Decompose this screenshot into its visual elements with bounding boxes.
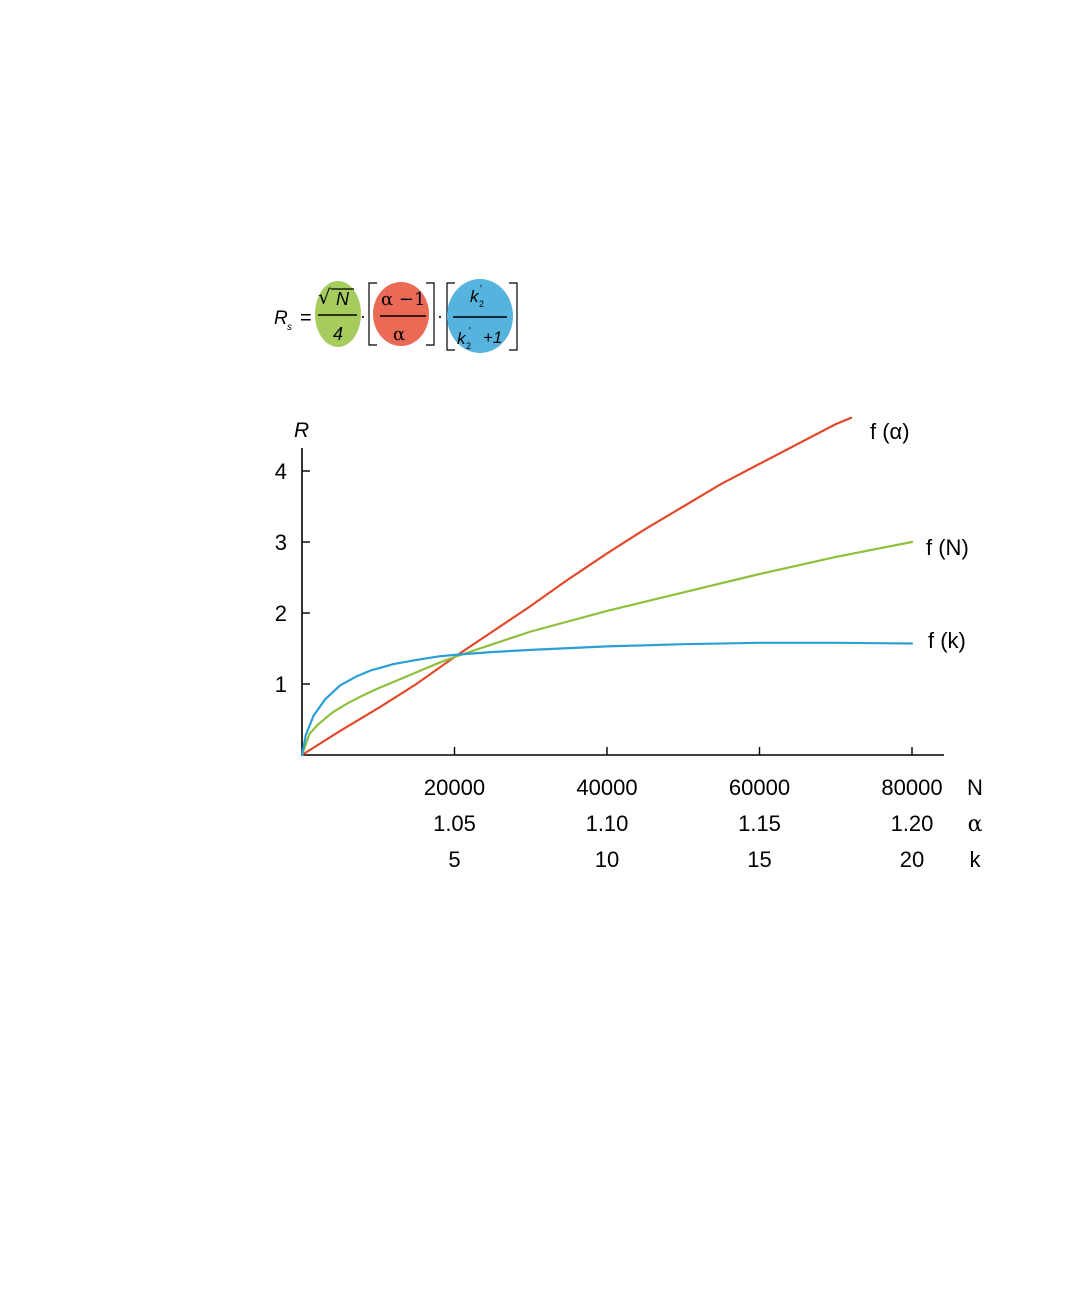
formula-equals: = — [300, 307, 312, 329]
term-k-denominator-base: k — [457, 329, 467, 348]
term-k-denominator-prime: ' — [469, 326, 471, 337]
bracket-right-k — [509, 282, 518, 351]
resolution-formula: R s = √ N 4 · α −1 α · k 2 ' k 2 ' +1 — [274, 279, 518, 353]
term-k-numerator-prime: ' — [480, 284, 482, 295]
term-alpha-denominator: α — [393, 324, 405, 345]
formula-lhs-subscript: s — [287, 322, 292, 333]
term-k-numerator-base: k — [470, 287, 480, 306]
series-line-1 — [300, 540, 914, 757]
bracket-left-k — [446, 282, 455, 351]
chart: R 1 2 3 4 20000 40000 60000 80000 N 1.05 1.10 1.15… — [275, 416, 983, 872]
x-tick-label-alpha: 1.05 — [433, 811, 476, 836]
series-line-2 — [300, 641, 914, 757]
y-tick-label: 1 — [275, 672, 287, 697]
x-tick-label-n: 60000 — [729, 775, 790, 800]
formula-dot-1: · — [360, 306, 366, 326]
x-tick-label-k: 5 — [448, 847, 460, 872]
x-tick-label-n: 40000 — [576, 775, 637, 800]
term-alpha-numerator: α −1 — [381, 289, 425, 310]
series-label-0: f (α) — [870, 419, 910, 444]
y-tick-label: 3 — [275, 530, 287, 555]
x-tick-label-alpha: 1.15 — [738, 811, 781, 836]
formula-dot-2: · — [437, 306, 443, 326]
term-alpha-bubble — [373, 282, 429, 346]
x-tick-label-k: 15 — [747, 847, 771, 872]
term-k-bubble — [447, 279, 513, 353]
series-line-0 — [300, 416, 853, 757]
term-k-denominator-rest: +1 — [483, 328, 502, 347]
term-n-numerator: N — [336, 289, 350, 309]
series-layer: f (α) f (N) f (k) — [300, 416, 969, 757]
y-tick-label: 4 — [275, 459, 287, 484]
x-ticks: 20000 40000 60000 80000 N 1.05 1.10 1.15 1.20 α 5 1… — [424, 747, 983, 872]
y-ticks: 1 2 3 4 — [275, 459, 310, 697]
x-tick-label-n: 20000 — [424, 775, 485, 800]
bracket-right-alpha — [426, 282, 435, 346]
x-tick-label-k: 10 — [595, 847, 619, 872]
x-axis-name-alpha: α — [968, 812, 983, 837]
x-tick-label-k: 20 — [900, 847, 924, 872]
term-k-numerator-sub: 2 — [479, 299, 484, 309]
x-axis-name-n: N — [967, 775, 983, 800]
term-n-radical: √ — [318, 285, 331, 309]
bracket-left-alpha — [368, 282, 377, 346]
x-tick-label-alpha: 1.20 — [891, 811, 934, 836]
y-axis-label: R — [294, 419, 309, 442]
term-n-bubble — [315, 281, 361, 347]
term-n-denominator: 4 — [333, 324, 343, 344]
x-axis-name-k: k — [970, 847, 982, 872]
y-tick-label: 2 — [275, 601, 287, 626]
term-k-denominator-sub: 2 — [466, 341, 471, 351]
x-tick-label-n: 80000 — [881, 775, 942, 800]
series-label-2: f (k) — [928, 628, 966, 653]
x-tick-label-alpha: 1.10 — [586, 811, 629, 836]
formula-lhs: R — [274, 308, 288, 329]
series-label-1: f (N) — [926, 535, 969, 560]
